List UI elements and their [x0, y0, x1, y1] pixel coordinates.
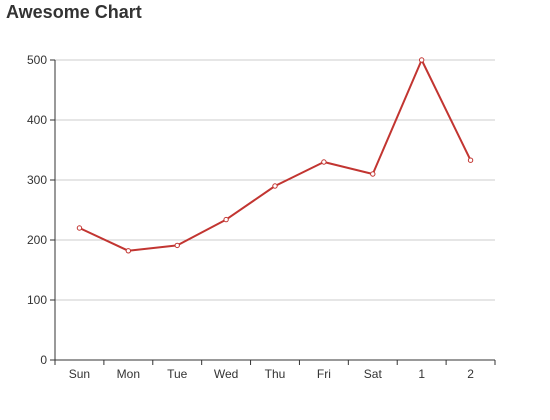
data-point [223, 216, 229, 223]
grid-layer [55, 59, 495, 301]
data-point [272, 183, 278, 189]
axis-layer [50, 59, 496, 365]
x-tick-label: 1 [418, 367, 425, 381]
chart-title: Awesome Chart [6, 2, 142, 22]
labels-layer: 0 100 200 300 400 500 Sun Mon Tue Wed Thu Fri Sat 1 2 [27, 53, 474, 381]
y-tick-label: 500 [27, 53, 47, 67]
data-point [321, 159, 327, 165]
x-tick-label: Mon [117, 367, 140, 381]
data-point [125, 248, 132, 254]
data-point [174, 242, 180, 249]
x-tick-label: Tue [167, 367, 188, 381]
y-tick-label: 0 [40, 353, 47, 367]
data-point [370, 171, 376, 177]
y-tick-label: 100 [27, 293, 47, 307]
x-tick-label: Sun [69, 367, 90, 381]
points-layer [76, 57, 474, 254]
y-tick-label: 300 [27, 173, 47, 187]
x-tick-label: Fri [317, 367, 331, 381]
x-tick-label: Sat [364, 367, 383, 381]
x-tick-label: Thu [265, 367, 286, 381]
series-layer [79, 59, 472, 252]
x-tick-label: 2 [467, 367, 474, 381]
x-tick-label: Wed [214, 367, 238, 381]
y-tick-label: 400 [27, 113, 47, 127]
data-point [76, 225, 83, 231]
data-point [467, 157, 474, 163]
y-tick-label: 200 [27, 233, 47, 247]
data-point [418, 57, 425, 63]
series-line [79, 59, 472, 252]
